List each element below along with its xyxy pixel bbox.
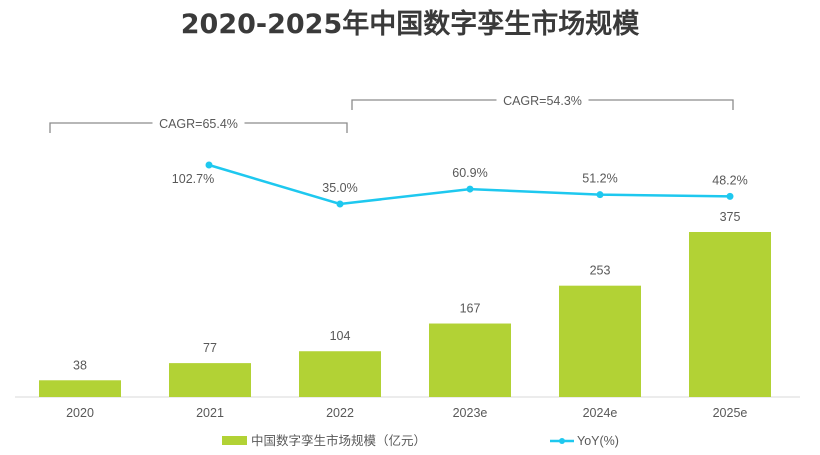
legend-bar-swatch bbox=[222, 436, 247, 445]
legend-line-label: YoY(%) bbox=[577, 434, 619, 448]
legend-bar-label: 中国数字孪生市场规模（亿元） bbox=[251, 433, 426, 448]
chart-title: 2020-2025年中国数字孪生市场规模 bbox=[180, 9, 640, 40]
x-tick-label: 2025e bbox=[713, 406, 748, 420]
yoy-label: 48.2% bbox=[712, 173, 747, 187]
yoy-point bbox=[596, 191, 604, 199]
x-tick-label: 2020 bbox=[66, 406, 94, 420]
cagr-bracket bbox=[49, 122, 348, 133]
bar-label: 104 bbox=[330, 329, 351, 343]
yoy-point bbox=[336, 200, 344, 208]
bar-label: 253 bbox=[590, 264, 611, 278]
x-tick-label: 2023e bbox=[453, 406, 488, 420]
yoy-label: 51.2% bbox=[582, 172, 617, 186]
cagr-label: CAGR=54.3% bbox=[503, 94, 582, 108]
x-tick-label: 2021 bbox=[196, 406, 224, 420]
cagr-label: CAGR=65.4% bbox=[159, 117, 238, 131]
bar-label: 77 bbox=[203, 341, 217, 355]
bar-2020 bbox=[39, 380, 121, 397]
yoy-point bbox=[726, 192, 734, 200]
bar-2021 bbox=[169, 363, 251, 397]
x-tick-label: 2024e bbox=[583, 406, 618, 420]
cagr-bracket bbox=[351, 99, 734, 110]
bar-2024e bbox=[559, 285, 641, 397]
yoy-label: 35.0% bbox=[322, 181, 357, 195]
legend-line-marker bbox=[559, 438, 565, 444]
bar-2025e bbox=[689, 232, 771, 397]
bar-label: 167 bbox=[460, 302, 481, 316]
bar-2022 bbox=[299, 351, 381, 397]
yoy-point bbox=[466, 185, 474, 193]
bar-2023e bbox=[429, 323, 511, 397]
yoy-label: 102.7% bbox=[172, 172, 214, 186]
bar-label: 38 bbox=[73, 358, 87, 372]
yoy-point bbox=[205, 161, 213, 169]
x-tick-label: 2022 bbox=[326, 406, 354, 420]
yoy-label: 60.9% bbox=[452, 166, 487, 180]
bar-label: 375 bbox=[720, 210, 741, 224]
